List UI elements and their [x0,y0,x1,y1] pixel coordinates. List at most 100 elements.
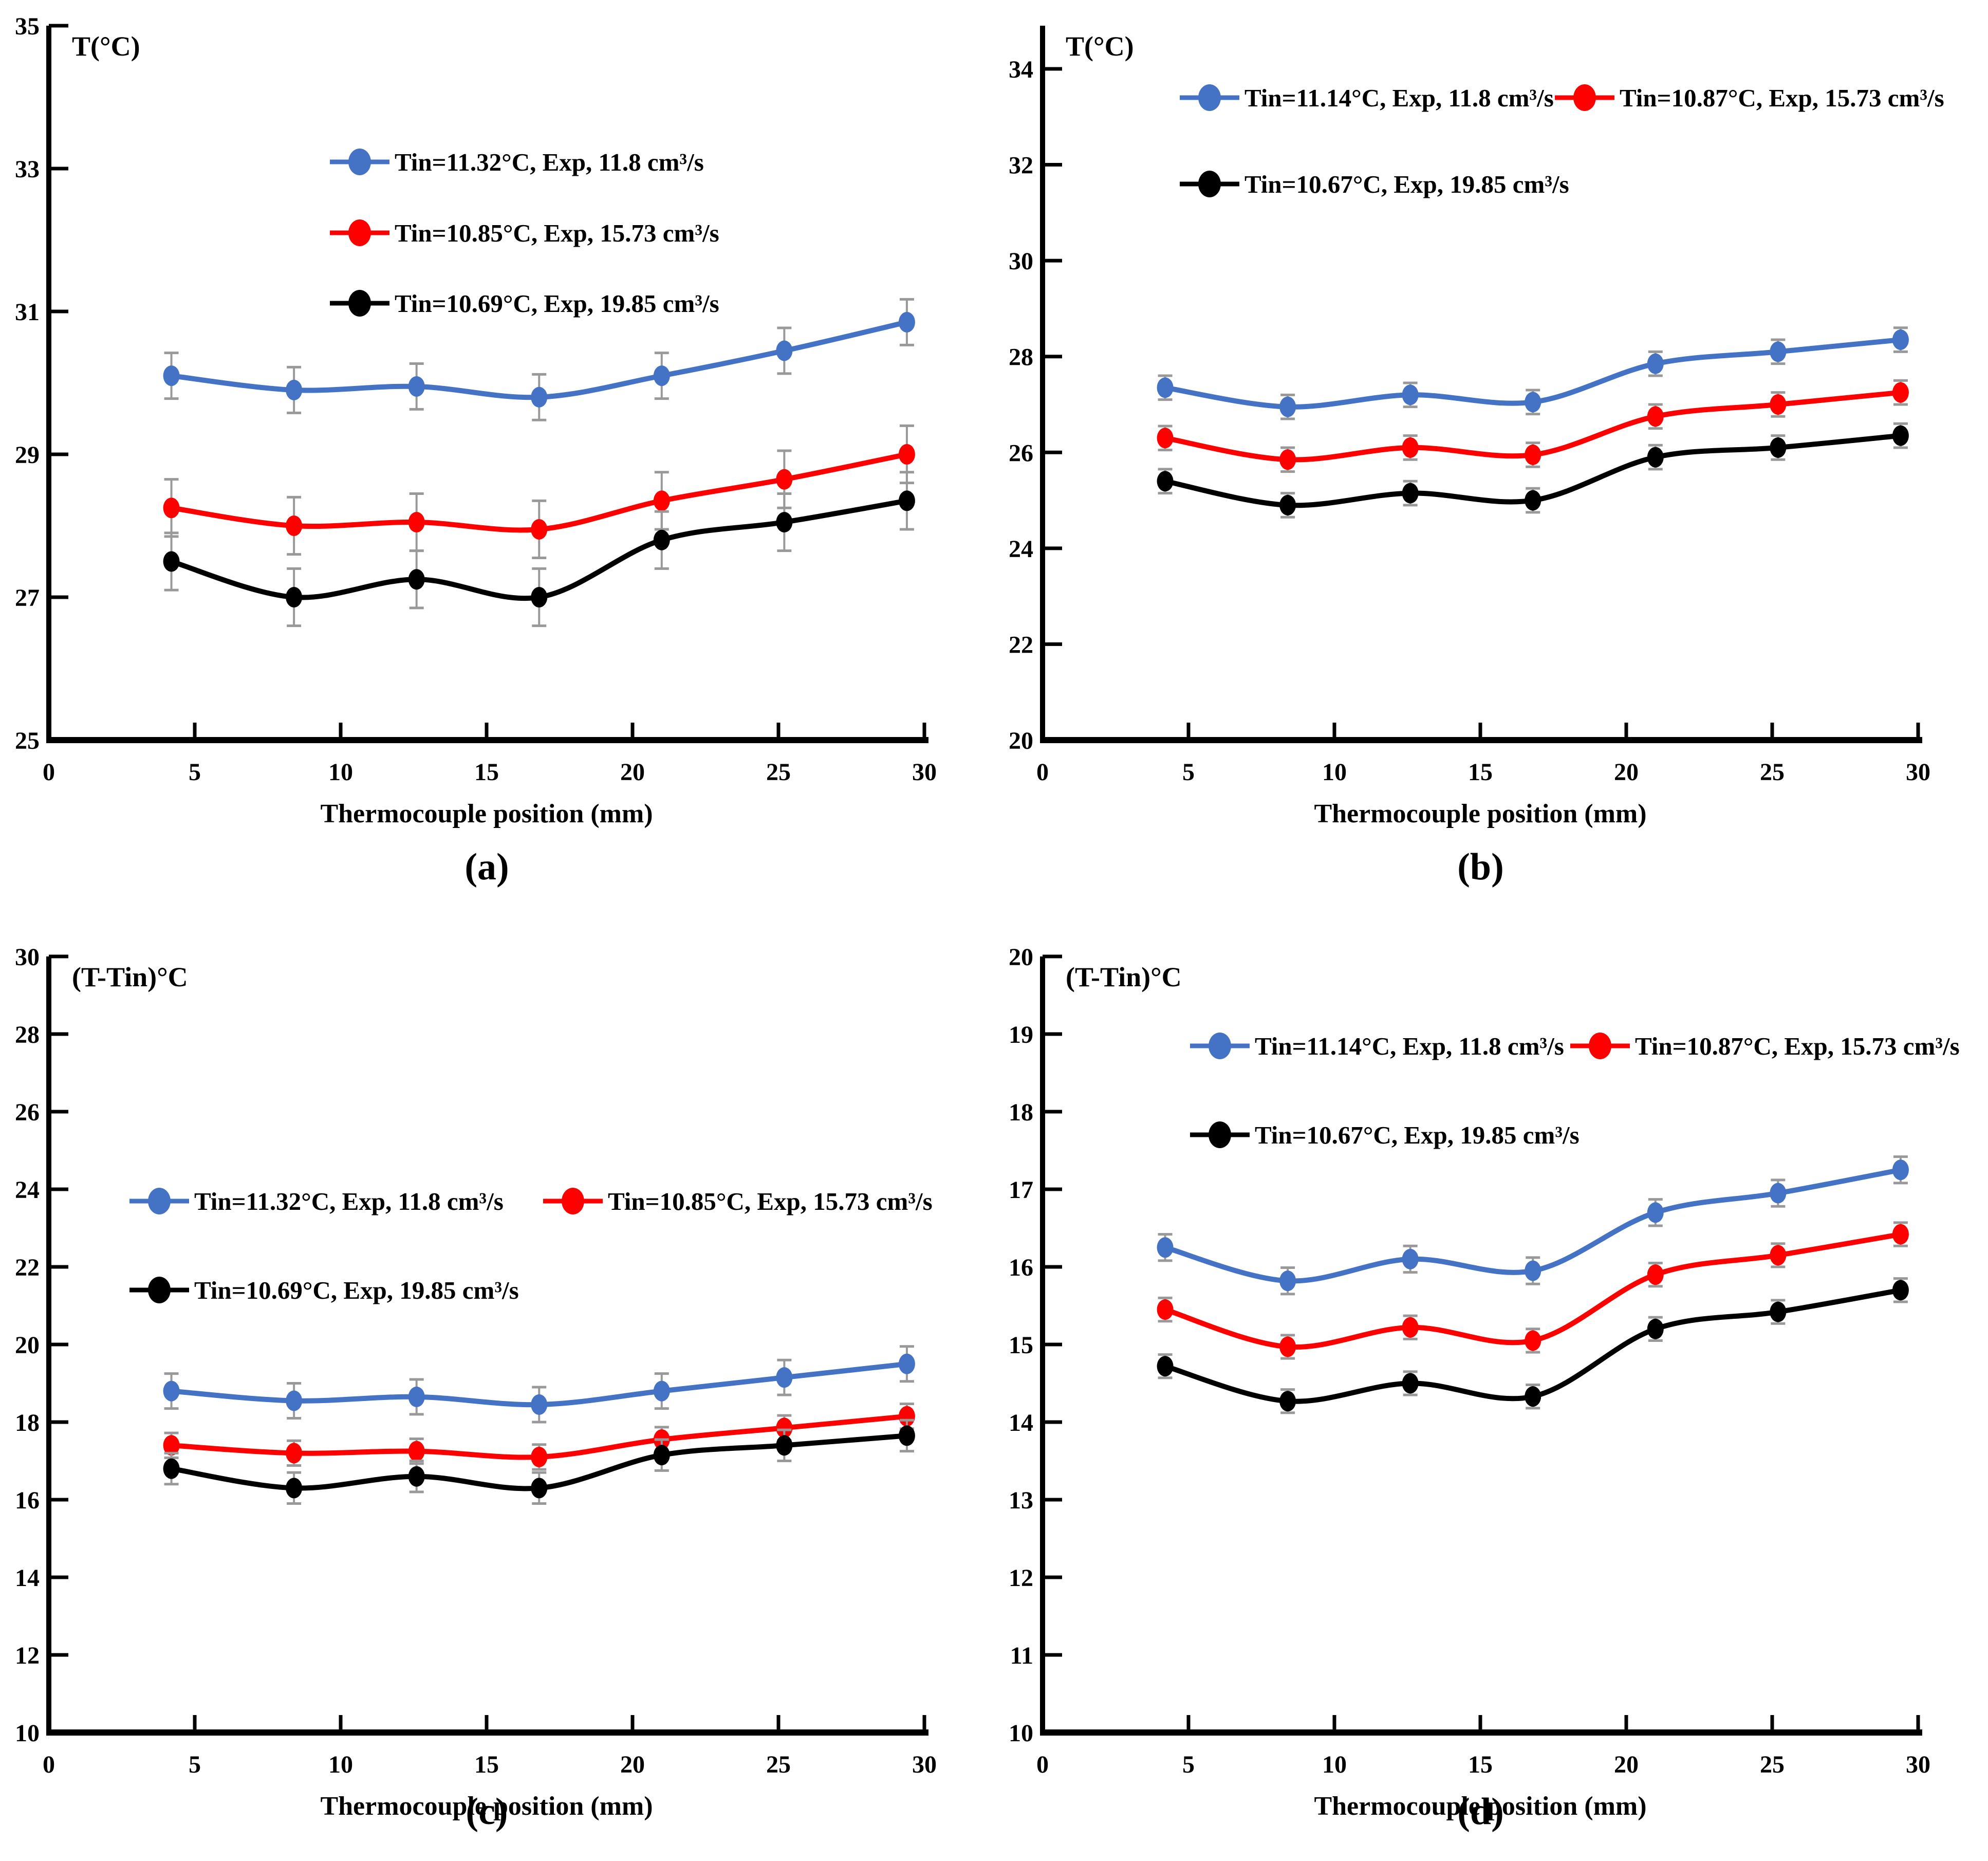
legend-marker [1209,1033,1231,1059]
y-tick-label: 29 [15,441,40,469]
x-axis-title: Thermocouple position (mm) [1314,799,1646,828]
data-point-marker [408,569,425,590]
legend-marker [1198,171,1221,197]
y-tick-label: 24 [1009,536,1033,563]
legend-label: Tin=11.14°C, Exp, 11.8 cm³/s [1244,84,1554,112]
series-2 [163,1418,915,1505]
data-point-marker [1647,1318,1664,1339]
y-axis-title: (T-Tin)°C [1066,962,1182,992]
data-point-marker [776,512,793,533]
x-axis-title: Thermocouple position (mm) [1314,1792,1646,1821]
data-point-marker [1157,377,1174,398]
x-tick-label: 25 [766,1751,791,1778]
legend: Tin=11.14°C, Exp, 11.8 cm³/s Tin=10.87°C,… [1190,1032,1960,1149]
data-point-marker [163,551,180,572]
series-2 [1157,1277,1909,1414]
data-point-marker [163,1435,180,1456]
x-axis-title: Thermocouple position (mm) [320,1792,653,1821]
data-point-marker [1770,1245,1787,1266]
x-tick-label: 0 [1036,1751,1049,1778]
series-1 [1157,379,1909,473]
x-tick-label: 10 [1322,1751,1347,1778]
legend-marker [348,290,371,317]
legend-label: Tin=10.87°C, Exp, 15.73 cm³/s [1620,84,1944,112]
x-axis-title: Thermocouple position (mm) [320,799,653,828]
data-point-marker [776,1367,793,1388]
y-tick-label: 27 [15,584,40,612]
y-tick-label: 13 [1009,1487,1033,1514]
data-point-marker [408,1386,425,1407]
legend-label: Tin=10.69°C, Exp, 19.85 cm³/s [395,289,719,318]
y-tick-label: 30 [15,944,40,971]
x-axis-ticks: 0 5 10 15 20 25 30 [43,723,937,786]
y-axis-ticks: 10 11 12 13 14 15 16 17 18 19 20 [1009,944,1062,1747]
series-2 [1157,422,1909,519]
data-point-marker [1279,1336,1296,1357]
y-tick-label: 24 [15,1176,40,1204]
legend-label: Tin=11.32°C, Exp, 11.8 cm³/s [395,148,704,176]
legend-marker [1198,84,1221,111]
y-tick-label: 32 [1009,152,1033,179]
data-point-marker [531,386,548,408]
legend-label: Tin=11.32°C, Exp, 11.8 cm³/s [194,1187,504,1215]
data-point-marker [653,1445,670,1466]
y-tick-label: 22 [1009,631,1033,658]
caption-c: (c) [466,1791,508,1833]
x-tick-label: 20 [1614,759,1639,786]
x-tick-label: 30 [912,1751,937,1778]
y-axis-title: T(°C) [1066,31,1134,62]
y-tick-label: 22 [15,1254,40,1281]
y-tick-label: 26 [1009,439,1033,467]
legend-marker [348,149,371,175]
data-point-marker [1647,1202,1664,1223]
panel-b: 20 22 24 26 28 30 32 34 0 5 10 15 20 25 30 T(°C) Thermoc… [994,0,1988,930]
legend-label: Tin=10.85°C, Exp, 15.73 cm³/s [608,1187,933,1215]
data-point-marker [776,340,793,361]
y-tick-label: 34 [1009,56,1033,83]
data-point-marker [163,498,180,519]
y-tick-label: 20 [1009,944,1033,971]
panel-a: 25 27 29 31 33 35 0 5 10 15 20 25 30 T(°C) Thermocoupl… [0,0,994,930]
series-2 [163,471,915,628]
data-point-marker [1279,396,1296,417]
x-tick-label: 0 [43,759,55,786]
legend-label: Tin=10.67°C, Exp, 19.85 cm³/s [1255,1121,1580,1149]
x-tick-label: 5 [189,1751,201,1778]
data-point-marker [1892,382,1909,403]
x-tick-label: 25 [766,759,791,786]
data-point-marker [1279,449,1296,470]
data-point-marker [408,512,425,533]
legend-marker [562,1188,584,1214]
data-point-marker [1525,490,1541,511]
caption-d: (d) [1457,1791,1504,1833]
data-point-marker [898,444,915,465]
data-point-marker [163,1380,180,1402]
y-tick-label: 18 [15,1409,40,1436]
x-axis-ticks: 0 5 10 15 20 25 30 [1036,1715,1930,1778]
x-axis-ticks: 0 5 10 15 20 25 30 [1036,723,1930,786]
data-point-marker [286,1478,303,1499]
x-tick-label: 15 [1468,1751,1493,1778]
y-tick-label: 17 [1009,1176,1033,1204]
data-point-marker [898,490,915,511]
legend-marker [348,219,371,246]
data-point-marker [1402,1373,1419,1394]
data-point-marker [1402,1317,1419,1338]
data-point-marker [1647,353,1664,374]
data-point-marker [408,1441,425,1462]
legend: Tin=11.32°C, Exp, 11.8 cm³/s Tin=10.85°C,… [129,1187,933,1304]
axes [1040,956,1922,1736]
data-point-marker [1402,384,1419,406]
y-tick-label: 14 [1009,1409,1033,1436]
legend-marker [148,1188,171,1214]
data-point-marker [1770,394,1787,415]
data-point-marker [531,1446,548,1467]
x-tick-label: 30 [912,759,937,786]
data-point-marker [653,1380,670,1402]
legend-marker [1209,1121,1231,1148]
axes [46,26,928,743]
data-point-marker [531,1478,548,1499]
data-point-marker [1647,1264,1664,1285]
data-point-marker [1892,329,1909,351]
